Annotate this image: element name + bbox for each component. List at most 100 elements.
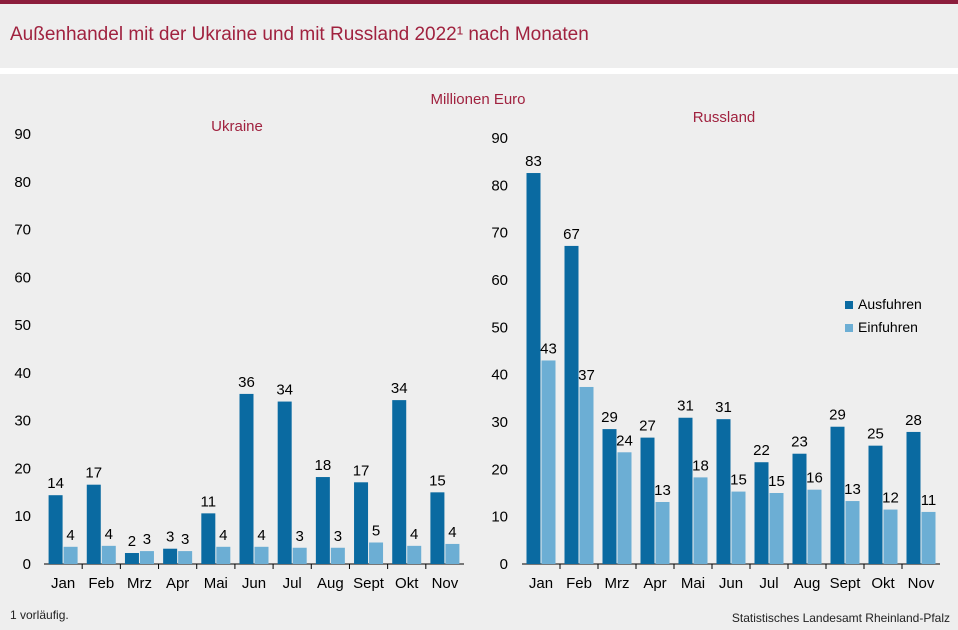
data-label: 3 (166, 529, 174, 546)
data-label: 15 (429, 472, 446, 489)
bar-ausfuhren (792, 453, 807, 564)
data-label: 4 (219, 527, 227, 544)
data-label: 43 (540, 340, 557, 357)
bar-einfuhren (731, 491, 746, 564)
bar-ausfuhren (430, 492, 445, 564)
bar-ausfuhren (86, 484, 101, 564)
x-tick-label: Sept (353, 575, 385, 592)
bar-ausfuhren (277, 401, 292, 564)
data-label: 3 (334, 528, 342, 545)
bar-einfuhren (769, 493, 784, 564)
x-tick-label: Aug (794, 575, 821, 592)
bar-ausfuhren (906, 431, 921, 564)
bar-einfuhren (139, 551, 154, 564)
data-label: 83 (525, 153, 542, 170)
bar-ausfuhren (754, 462, 769, 564)
bar-ausfuhren (602, 429, 617, 564)
x-tick-label: Mrz (127, 575, 152, 592)
data-label: 37 (578, 367, 595, 384)
data-label: 18 (692, 457, 709, 474)
data-label: 4 (105, 526, 113, 543)
bar-ausfuhren (868, 445, 883, 564)
data-label: 28 (905, 412, 922, 429)
data-label: 11 (201, 493, 217, 510)
bar-ausfuhren (640, 437, 655, 564)
source-note: Statistisches Landesamt Rheinland-Pfalz (731, 611, 950, 625)
top-accent-bar (0, 0, 958, 4)
data-label: 13 (654, 482, 671, 499)
bar-ausfuhren (354, 482, 369, 564)
x-tick-label: Okt (871, 575, 895, 592)
bar-einfuhren (693, 477, 708, 564)
bar-ausfuhren (163, 548, 178, 564)
data-label: 34 (391, 380, 408, 397)
y-tick-label: 10 (14, 508, 31, 525)
x-tick-label: Jul (283, 575, 302, 592)
data-label: 22 (753, 442, 770, 459)
x-tick-label: Mrz (605, 575, 630, 592)
y-tick-label: 30 (491, 414, 508, 431)
bar-einfuhren (254, 546, 269, 564)
x-tick-label: Aug (317, 575, 344, 592)
bar-ausfuhren (392, 400, 407, 564)
y-tick-label: 60 (491, 272, 508, 289)
y-tick-label: 30 (14, 413, 31, 430)
data-label: 27 (639, 418, 656, 435)
bar-einfuhren (807, 489, 822, 564)
data-label: 17 (85, 465, 102, 482)
chart-title: Außenhandel mit der Ukraine und mit Russ… (10, 24, 589, 45)
legend-label-einfuhren: Einfuhren (858, 319, 918, 335)
data-label: 12 (882, 490, 899, 507)
y-tick-label: 70 (14, 222, 31, 239)
bar-einfuhren (541, 360, 556, 564)
bar-einfuhren (292, 547, 307, 564)
data-label: 29 (601, 409, 618, 426)
data-label: 23 (791, 434, 808, 451)
y-tick-label: 70 (491, 225, 508, 242)
y-tick-label: 80 (491, 177, 508, 194)
bar-ausfuhren (48, 495, 63, 564)
y-tick-label: 40 (491, 367, 508, 384)
bar-einfuhren (445, 543, 460, 564)
y-tick-label: 50 (14, 317, 31, 334)
bar-einfuhren (407, 545, 422, 564)
bar-einfuhren (921, 511, 936, 564)
bar-einfuhren (655, 501, 670, 564)
x-tick-label: Feb (566, 575, 592, 592)
x-tick-label: Sept (830, 575, 862, 592)
data-label: 5 (372, 523, 380, 540)
data-label: 3 (143, 531, 151, 548)
y-tick-label: 0 (500, 556, 508, 573)
bar-ausfuhren (315, 477, 330, 564)
x-tick-label: Nov (908, 575, 935, 592)
footnote: 1 vorläufig. (10, 608, 69, 622)
data-label: 4 (66, 527, 74, 544)
y-tick-label: 90 (14, 126, 31, 143)
data-label: 3 (181, 531, 189, 548)
y-tick-label: 20 (14, 460, 31, 477)
data-label: 24 (616, 432, 633, 449)
data-label: 31 (715, 399, 732, 416)
y-tick-label: 10 (491, 509, 508, 526)
bar-einfuhren (330, 547, 345, 564)
bar-ausfuhren (716, 419, 731, 564)
bar-ausfuhren (239, 393, 254, 564)
bar-einfuhren (369, 542, 384, 564)
y-tick-label: 0 (23, 556, 31, 573)
x-tick-label: Okt (395, 575, 419, 592)
legend-swatch-ausfuhren (845, 301, 853, 309)
bar-einfuhren (579, 386, 594, 564)
bar-einfuhren (101, 545, 116, 564)
bar-ausfuhren (830, 426, 845, 564)
bar-einfuhren (178, 551, 193, 564)
x-tick-label: Jan (529, 575, 553, 592)
x-tick-label: Feb (88, 575, 114, 592)
data-label: 4 (448, 524, 456, 541)
data-label: 15 (768, 473, 785, 490)
data-label: 34 (276, 382, 293, 399)
header: Außenhandel mit der Ukraine und mit Russ… (0, 4, 958, 68)
x-tick-label: Jun (719, 575, 743, 592)
data-label: 13 (844, 481, 861, 498)
y-tick-label: 40 (14, 365, 31, 382)
